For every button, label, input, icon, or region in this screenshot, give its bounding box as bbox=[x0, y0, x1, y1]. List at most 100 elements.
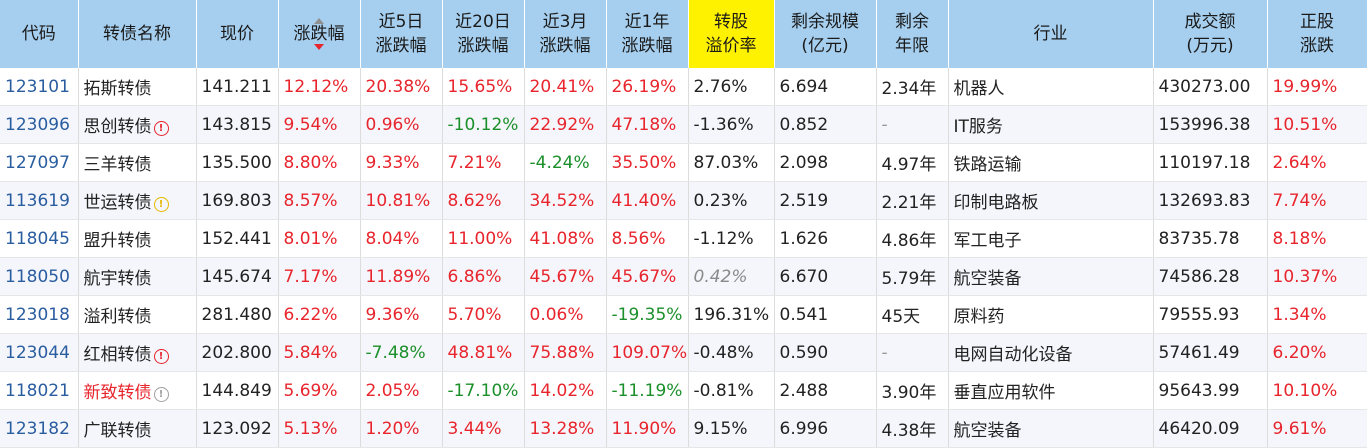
col-5d[interactable]: 近5日 涨跌幅 bbox=[360, 0, 443, 68]
col-3m[interactable]: 近3月涨跌幅 bbox=[524, 0, 607, 68]
bond-code-link[interactable]: 123044 bbox=[0, 333, 79, 372]
col-stock-change[interactable]: 正股 涨跌 bbox=[1267, 0, 1367, 68]
col-size-label-1: 剩余规模 bbox=[791, 12, 859, 32]
change-m3-cell: 20.41% bbox=[524, 68, 607, 106]
col-premium-label-1: 转股 bbox=[714, 12, 748, 32]
stock-change-cell: 10.37% bbox=[1267, 257, 1367, 296]
table-row[interactable]: 123101 拓斯转债 141.211 12.12% 20.38% 15.65% 20.41… bbox=[0, 68, 1367, 106]
bond-code-link[interactable]: 123182 bbox=[0, 409, 79, 448]
bond-code-link[interactable]: 118021 bbox=[0, 371, 79, 410]
change-m3-cell: -4.24% bbox=[524, 143, 607, 182]
change-d20-cell: 8.62% bbox=[442, 181, 525, 220]
change-d5-cell: 20.38% bbox=[360, 68, 443, 106]
bond-name-link[interactable]: 拓斯转债 bbox=[78, 68, 197, 106]
col-stock-change-label-2: 涨跌 bbox=[1300, 36, 1334, 56]
bond-name-label: 盟升转债 bbox=[83, 231, 152, 251]
col-years[interactable]: 剩余 年限 bbox=[876, 0, 949, 68]
change-m3-cell: 34.52% bbox=[524, 181, 607, 220]
col-price[interactable]: 现价 bbox=[196, 0, 279, 68]
years-cell: 4.97年 bbox=[876, 143, 949, 182]
col-name[interactable]: 转债名称 bbox=[78, 0, 197, 68]
change-cell: 12.12% bbox=[278, 68, 361, 106]
table-row[interactable]: 118050 航宇转债 145.674 7.17% 11.89% 6.86% 45.67% 4… bbox=[0, 257, 1367, 296]
price-cell: 141.211 bbox=[196, 68, 279, 106]
bond-name-link[interactable]: 世运转债! bbox=[78, 181, 197, 220]
change-cell: 8.01% bbox=[278, 219, 361, 258]
amount-cell: 46420.09 bbox=[1153, 409, 1268, 448]
stock-change-cell: 10.51% bbox=[1267, 105, 1367, 144]
industry-cell: 原料药 bbox=[948, 295, 1154, 334]
bond-name-link[interactable]: 思创转债! bbox=[78, 105, 197, 144]
bond-name-link[interactable]: 红相转债! bbox=[78, 333, 197, 372]
bond-code-link[interactable]: 113619 bbox=[0, 181, 79, 220]
table-row[interactable]: 123044 红相转债! 202.800 5.84% -7.48% 48.81% 75.88… bbox=[0, 333, 1367, 372]
info-icon[interactable]: ! bbox=[153, 387, 169, 402]
change-y1-cell: 109.07% bbox=[606, 333, 689, 372]
change-d20-cell: 3.44% bbox=[442, 409, 525, 448]
table-row[interactable]: 113619 世运转债! 169.803 8.57% 10.81% 8.62% 34.52%… bbox=[0, 181, 1367, 220]
stock-change-cell: 8.18% bbox=[1267, 219, 1367, 258]
change-d5-cell: -7.48% bbox=[360, 333, 443, 372]
bond-name-label: 世运转债 bbox=[83, 193, 152, 213]
table-row[interactable]: 118045 盟升转债 152.441 8.01% 8.04% 11.00% 41.08% 8… bbox=[0, 219, 1367, 258]
bond-name-label: 广联转债 bbox=[83, 421, 152, 441]
industry-cell: 军工电子 bbox=[948, 219, 1154, 258]
change-m3-cell: 75.88% bbox=[524, 333, 607, 372]
col-1y[interactable]: 近1年 涨跌幅 bbox=[606, 0, 689, 68]
table-row[interactable]: 123096 思创转债! 143.815 9.54% 0.96% -10.12% 22.92… bbox=[0, 105, 1367, 144]
warning-icon[interactable]: ! bbox=[153, 197, 169, 212]
table-row[interactable]: 123018 溢利转债 281.480 6.22% 9.36% 5.70% 0.06% -19… bbox=[0, 295, 1367, 334]
change-y1-cell: -11.19% bbox=[606, 371, 689, 410]
col-size[interactable]: 剩余规模 (亿元) bbox=[774, 0, 877, 68]
amount-cell: 74586.28 bbox=[1153, 257, 1268, 296]
bond-name-link[interactable]: 航宇转债 bbox=[78, 257, 197, 296]
change-y1-cell: -19.35% bbox=[606, 295, 689, 334]
col-3m-label-1: 近3月 bbox=[542, 12, 588, 32]
col-20d-label-2: 涨跌幅 bbox=[457, 36, 509, 56]
table-row[interactable]: 123182 广联转债 123.092 5.13% 1.20% 3.44% 13.28% 11… bbox=[0, 409, 1367, 448]
bond-name-label: 红相转债 bbox=[83, 345, 152, 365]
sort-desc-icon bbox=[314, 44, 324, 50]
bond-name-link[interactable]: 广联转债 bbox=[78, 409, 197, 448]
stock-change-cell: 6.20% bbox=[1267, 333, 1367, 372]
bond-name-link[interactable]: 溢利转债 bbox=[78, 295, 197, 334]
col-20d[interactable]: 近20日 涨跌幅 bbox=[442, 0, 525, 68]
price-cell: 145.674 bbox=[196, 257, 279, 296]
bond-name-link[interactable]: 盟升转债 bbox=[78, 219, 197, 258]
col-amount[interactable]: 成交额 (万元) bbox=[1153, 0, 1268, 68]
col-change[interactable]: 涨跌幅 bbox=[278, 0, 361, 68]
change-y1-cell: 45.67% bbox=[606, 257, 689, 296]
alert-icon[interactable]: ! bbox=[153, 121, 169, 136]
bond-code-link[interactable]: 123096 bbox=[0, 105, 79, 144]
table-row[interactable]: 127097 三羊转债 135.500 8.80% 9.33% 7.21% -4.24% 35… bbox=[0, 143, 1367, 182]
sort-asc-icon bbox=[314, 18, 324, 24]
col-size-label-2: (亿元) bbox=[801, 36, 849, 56]
table-row[interactable]: 118021 新致转债! 144.849 5.69% 2.05% -17.10% 14.02… bbox=[0, 371, 1367, 410]
change-m3-cell: 13.28% bbox=[524, 409, 607, 448]
bond-name-label: 航宇转债 bbox=[83, 269, 152, 289]
bond-code-link[interactable]: 118050 bbox=[0, 257, 79, 296]
alert-icon[interactable]: ! bbox=[153, 349, 169, 364]
bond-code-link[interactable]: 123101 bbox=[0, 68, 79, 106]
premium-cell: 87.03% bbox=[688, 143, 775, 182]
price-cell: 169.803 bbox=[196, 181, 279, 220]
bond-code-link[interactable]: 123018 bbox=[0, 295, 79, 334]
bond-name-link[interactable]: 新致转债! bbox=[78, 371, 197, 410]
bond-name-link[interactable]: 三羊转债 bbox=[78, 143, 197, 182]
change-d20-cell: -10.12% bbox=[442, 105, 525, 144]
price-cell: 123.092 bbox=[196, 409, 279, 448]
change-cell: 6.22% bbox=[278, 295, 361, 334]
stock-change-cell: 7.74% bbox=[1267, 181, 1367, 220]
col-change-label: 涨跌幅 bbox=[293, 24, 345, 44]
amount-cell: 110197.18 bbox=[1153, 143, 1268, 182]
col-stock-change-label-1: 正股 bbox=[1300, 12, 1334, 32]
bond-code-link[interactable]: 127097 bbox=[0, 143, 79, 182]
amount-cell: 57461.49 bbox=[1153, 333, 1268, 372]
col-premium[interactable]: 转股 溢价率 bbox=[688, 0, 775, 68]
change-y1-cell: 35.50% bbox=[606, 143, 689, 182]
bond-code-link[interactable]: 118045 bbox=[0, 219, 79, 258]
col-industry[interactable]: 行业 bbox=[948, 0, 1154, 68]
change-cell: 9.54% bbox=[278, 105, 361, 144]
col-code[interactable]: 代码 bbox=[0, 0, 79, 68]
col-3m-label-2: 涨跌幅 bbox=[539, 36, 591, 56]
